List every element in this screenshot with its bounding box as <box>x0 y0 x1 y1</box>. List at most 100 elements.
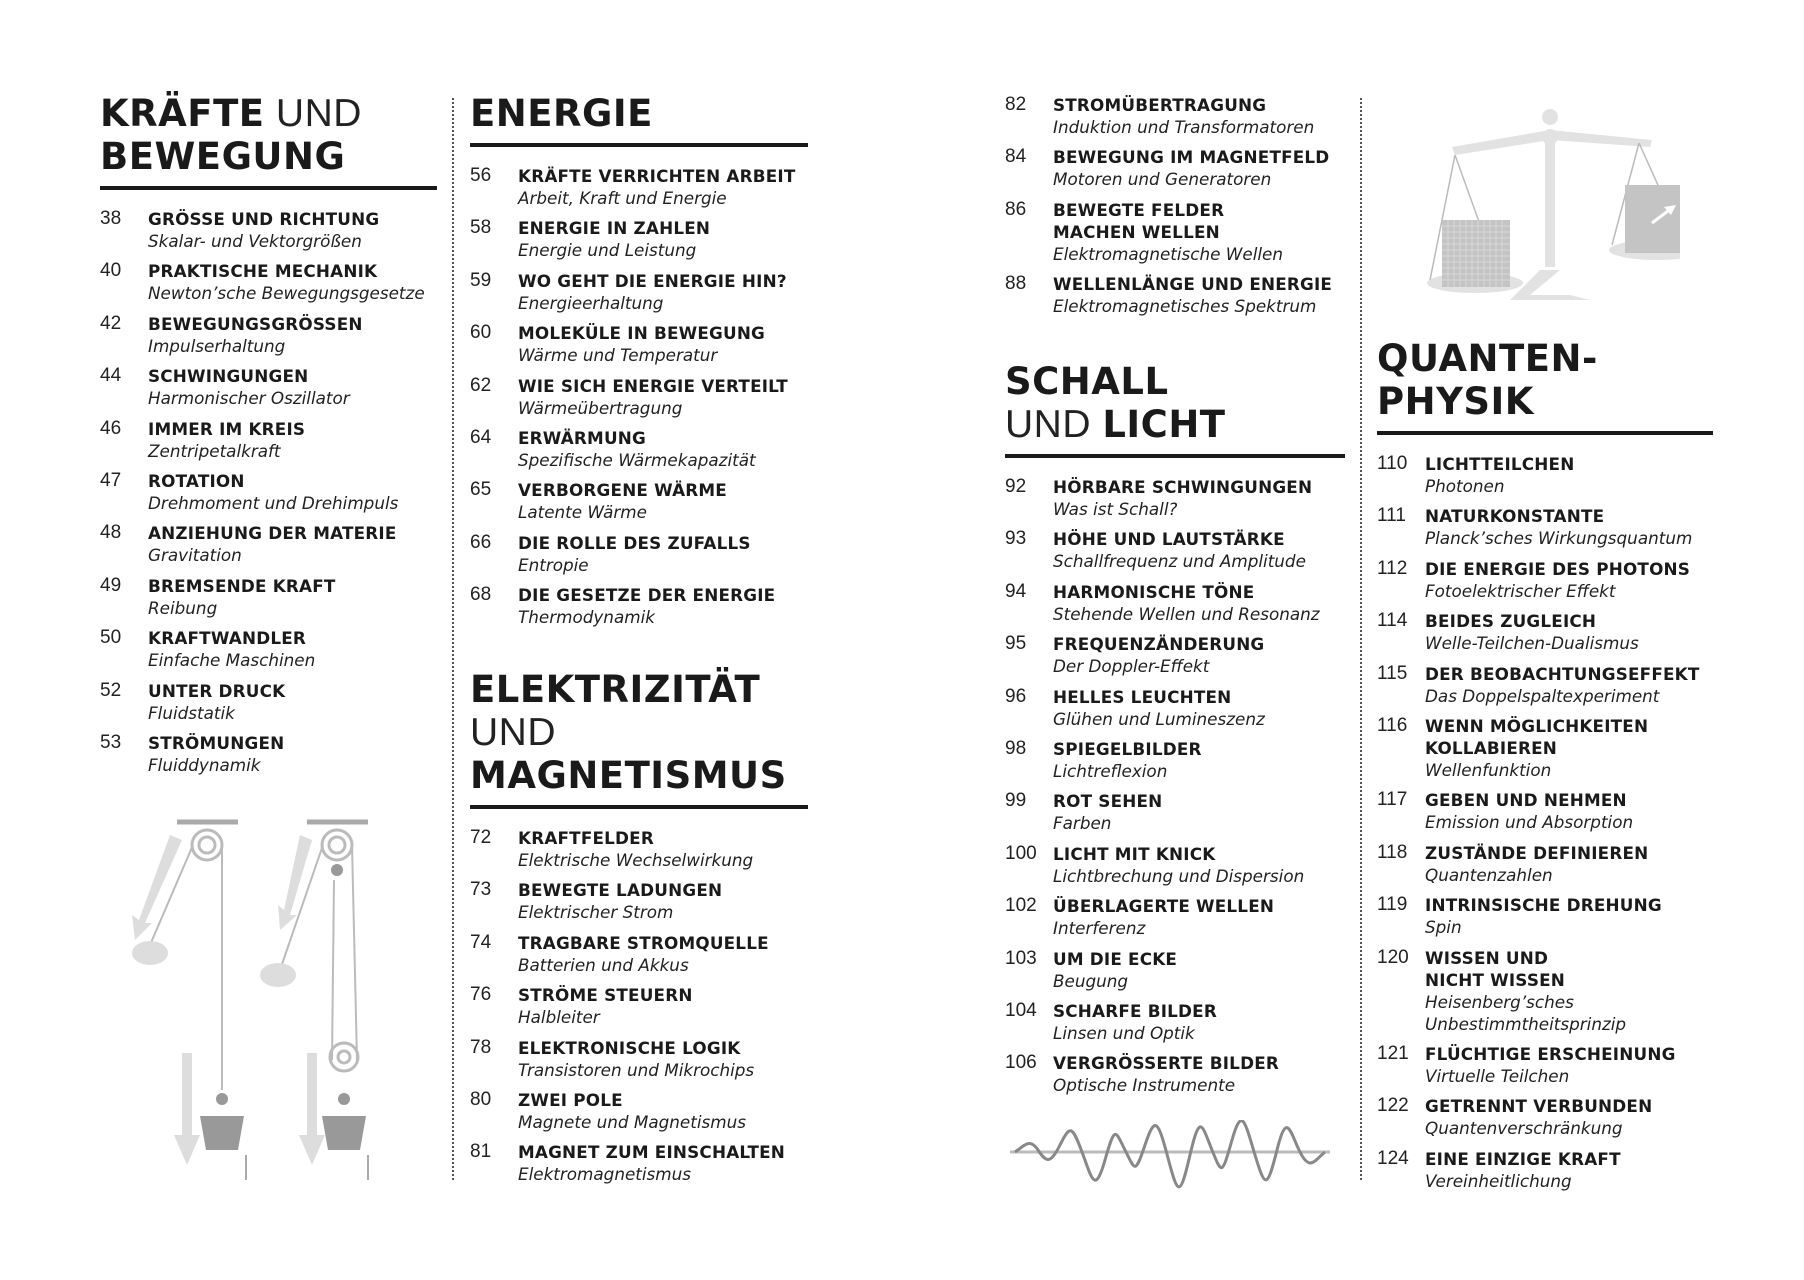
entry-subtitle: Wellenfunktion <box>1425 759 1552 780</box>
entry-title: BREMSENDE KRAFT <box>148 575 336 596</box>
heading-word: MAGNETISMUS <box>470 754 787 797</box>
toc-entry[interactable]: 73 BEWEGTE LADUNGEN Elektrischer Strom <box>470 879 808 923</box>
heading-word: ELEKTRIZITÄT <box>470 668 761 711</box>
toc-entry[interactable]: 100 LICHT MIT KNICK Lichtbrechung und Disp… <box>1005 843 1345 887</box>
toc-entry[interactable]: 76 STRÖME STEUERN Halbleiter <box>470 984 808 1028</box>
entry-title: LICHTTEILCHEN <box>1425 454 1575 474</box>
toc-entry[interactable]: 81 MAGNET ZUM EINSCHALTEN Elektromagnetism… <box>470 1141 808 1185</box>
entry-text: INTRINSISCHE DREHUNG Spin <box>1425 894 1713 938</box>
entry-subtitle: Halbleiter <box>518 1007 600 1028</box>
toc-entry[interactable]: 95 FREQUENZÄNDERUNG Der Doppler-Effekt <box>1005 633 1345 677</box>
toc-entry[interactable]: 121 FLÜCHTIGE ERSCHEINUNG Virtuelle Teilch… <box>1377 1043 1713 1087</box>
toc-entry[interactable]: 93 HÖHE UND LAUTSTÄRKE Schallfrequenz und … <box>1005 528 1345 572</box>
entry-title: ÜBERLAGERTE WELLEN <box>1053 896 1275 917</box>
entry-text: WENN MÖGLICHKEITEN KOLLABIEREN Wellenfunk… <box>1425 715 1713 781</box>
entry-title: BEWEGUNGSGRÖSSEN <box>148 313 363 334</box>
toc-entry[interactable]: 49 BREMSENDE KRAFT Reibung <box>100 575 437 619</box>
toc-entry[interactable]: 119 INTRINSISCHE DREHUNG Spin <box>1377 894 1713 938</box>
page-number: 100 <box>1005 842 1037 864</box>
toc-entry[interactable]: 116 WENN MÖGLICHKEITEN KOLLABIEREN Wellenf… <box>1377 715 1713 781</box>
toc-entry[interactable]: 96 HELLES LEUCHTEN Glühen und Lumineszenz <box>1005 686 1345 730</box>
entry-title: HARMONISCHE TÖNE <box>1053 581 1255 602</box>
entry-title: GEBEN UND NEHMEN <box>1425 790 1627 811</box>
toc-entry[interactable]: 59 WO GEHT DIE ENERGIE HIN? Energieerhaltu… <box>470 270 808 314</box>
heading-line: UND LICHT <box>1005 403 1345 446</box>
toc-entry[interactable]: 114 BEIDES ZUGLEICH Welle-Teilchen-Dualism… <box>1377 610 1713 654</box>
entry-text: STRÖME STEUERN Halbleiter <box>518 984 808 1028</box>
toc-entry[interactable]: 52 UNTER DRUCK Fluidstatik <box>100 680 437 724</box>
toc-entry[interactable]: 56 KRÄFTE VERRICHTEN ARBEIT Arbeit, Kraft … <box>470 165 808 209</box>
page-number: 38 <box>100 208 122 229</box>
toc-entry[interactable]: 47 ROTATION Drehmoment und Drehimpuls <box>100 470 437 514</box>
page-number: 124 <box>1377 1147 1409 1169</box>
entry-subtitle: Optische Instrumente <box>1053 1075 1236 1096</box>
entry-text: WIE SICH ENERGIE VERTEILT Wärmeübertragun… <box>518 375 808 419</box>
entry-text: ÜBERLAGERTE WELLEN Interferenz <box>1053 895 1345 939</box>
heading-word: SCHALL <box>1005 360 1169 403</box>
toc-entry[interactable]: 99 ROT SEHEN Farben <box>1005 790 1345 834</box>
toc-entry[interactable]: 72 KRAFTFELDER Elektrische Wechselwirkung <box>470 827 808 871</box>
page-number: 88 <box>1005 273 1027 295</box>
toc-entry[interactable]: 106 VERGRÖSSERTE BILDER Optische Instrumen… <box>1005 1052 1345 1096</box>
entry-title: LICHT MIT KNICK <box>1053 843 1216 864</box>
entry-title: WENN MÖGLICHKEITEN KOLLABIEREN <box>1425 715 1649 758</box>
entry-text: ROT SEHEN Farben <box>1053 790 1345 834</box>
entry-subtitle: Virtuelle Teilchen <box>1425 1065 1570 1086</box>
toc-entry[interactable]: 115 DER BEOBACHTUNGSEFFEKT Das Doppelspalt… <box>1377 663 1713 707</box>
toc-entry[interactable]: 78 ELEKTRONISCHE LOGIK Transistoren und Mi… <box>470 1037 808 1081</box>
toc-entry[interactable]: 98 SPIEGELBILDER Lichtreflexion <box>1005 738 1345 782</box>
toc-entry[interactable]: 40 PRAKTISCHE MECHANIK Newton’sche Bewegun… <box>100 260 437 304</box>
toc-entry[interactable]: 58 ENERGIE IN ZAHLEN Energie und Leistung <box>470 217 808 261</box>
toc-entry[interactable]: 82 STROMÜBERTRAGUNG Induktion und Transfor… <box>1005 94 1345 138</box>
toc-entry[interactable]: 86 BEWEGTE FELDER MACHEN WELLEN Elektromag… <box>1005 199 1345 265</box>
toc-entry[interactable]: 94 HARMONISCHE TÖNE Stehende Wellen und Re… <box>1005 581 1345 625</box>
entry-title: BEWEGUNG IM MAGNETFELD <box>1053 147 1330 168</box>
toc-entry[interactable]: 66 DIE ROLLE DES ZUFALLS Entropie <box>470 532 808 576</box>
page-number: 117 <box>1377 789 1408 811</box>
toc-entry[interactable]: 64 ERWÄRMUNG Spezifische Wärmekapazität <box>470 427 808 471</box>
toc-entry[interactable]: 44 SCHWINGUNGEN Harmonischer Oszillator <box>100 365 437 409</box>
section-rule <box>470 805 808 809</box>
toc-entry[interactable]: 104 SCHARFE BILDER Linsen und Optik <box>1005 1000 1345 1044</box>
toc-entry[interactable]: 122 GETRENNT VERBUNDEN Quantenverschränkun… <box>1377 1095 1713 1139</box>
entry-text: IMMER IM KREIS Zentripetalkraft <box>148 418 437 462</box>
entry-title: DIE GESETZE DER ENERGIE <box>518 585 776 606</box>
toc-entry[interactable]: 110 LICHTTEILCHEN Photonen <box>1377 453 1713 497</box>
toc-entry[interactable]: 50 KRAFTWANDLER Einfache Maschinen <box>100 627 437 671</box>
toc-entry[interactable]: 88 WELLENLÄNGE UND ENERGIE Elektromagnetis… <box>1005 273 1345 317</box>
toc-entry[interactable]: 111 NATURKONSTANTE Planck’sches Wirkungsqu… <box>1377 505 1713 549</box>
toc-entry[interactable]: 80 ZWEI POLE Magnete und Magnetismus <box>470 1089 808 1133</box>
toc-entry[interactable]: 62 WIE SICH ENERGIE VERTEILT Wärmeübertrag… <box>470 375 808 419</box>
toc-entry[interactable]: 53 STRÖMUNGEN Fluiddynamik <box>100 732 437 776</box>
toc-entry[interactable]: 103 UM DIE ECKE Beugung <box>1005 948 1345 992</box>
entry-title: KRÄFTE VERRICHTEN ARBEIT <box>518 166 796 186</box>
toc-entry[interactable]: 65 VERBORGENE WÄRME Latente Wärme <box>470 479 808 523</box>
entry-title: PRAKTISCHE MECHANIK <box>148 261 378 282</box>
toc-entry[interactable]: 38 GRÖSSE UND RICHTUNG Skalar- und Vektorg… <box>100 208 437 252</box>
entry-title: ENERGIE IN ZAHLEN <box>518 218 711 239</box>
entry-subtitle: Einfache Maschinen <box>148 650 316 671</box>
page-number: 81 <box>470 1141 492 1163</box>
toc-entry[interactable]: 60 MOLEKÜLE IN BEWEGUNG Wärme und Temperat… <box>470 322 808 366</box>
toc-entry[interactable]: 68 DIE GESETZE DER ENERGIE Thermodynamik <box>470 584 808 628</box>
toc-entry[interactable]: 46 IMMER IM KREIS Zentripetalkraft <box>100 418 437 462</box>
sound-wave-illustration <box>1010 1120 1330 1189</box>
toc-entry[interactable]: 102 ÜBERLAGERTE WELLEN Interferenz <box>1005 895 1345 939</box>
entry-text: MAGNET ZUM EINSCHALTEN Elektromagnetismus <box>518 1141 808 1185</box>
toc-entry[interactable]: 124 EINE EINZIGE KRAFT Vereinheitlichung <box>1377 1148 1713 1192</box>
toc-entry[interactable]: 42 BEWEGUNGSGRÖSSEN Impulserhaltung <box>100 313 437 357</box>
toc-entry[interactable]: 84 BEWEGUNG IM MAGNETFELD Motoren und Gene… <box>1005 146 1345 190</box>
toc-entry[interactable]: 120 WISSEN UND NICHT WISSEN Heisenberg’sch… <box>1377 947 1713 1035</box>
toc-entry[interactable]: 118 ZUSTÄNDE DEFINIEREN Quantenzahlen <box>1377 842 1713 886</box>
page-number: 46 <box>100 417 122 439</box>
toc-entry[interactable]: 74 TRAGBARE STROMQUELLE Batterien und Akku… <box>470 932 808 976</box>
section-heading: KRÄFTE UND BEWEGUNG <box>100 92 437 178</box>
toc-entry[interactable]: 117 GEBEN UND NEHMEN Emission und Absorpti… <box>1377 789 1713 833</box>
toc-entry[interactable]: 48 ANZIEHUNG DER MATERIE Gravitation <box>100 522 437 566</box>
entry-subtitle: Newton’sche Bewegungsgesetze <box>148 283 425 304</box>
toc-entry[interactable]: 92 HÖRBARE SCHWINGUNGEN Was ist Schall? <box>1005 476 1345 520</box>
entry-text: HÖRBARE SCHWINGUNGEN Was ist Schall? <box>1053 476 1345 520</box>
toc-entry[interactable]: 112 DIE ENERGIE DES PHOTONS Fotoelektrisch… <box>1377 558 1713 602</box>
entry-subtitle: Elektrischer Strom <box>518 902 674 923</box>
page-number: 120 <box>1377 946 1409 968</box>
